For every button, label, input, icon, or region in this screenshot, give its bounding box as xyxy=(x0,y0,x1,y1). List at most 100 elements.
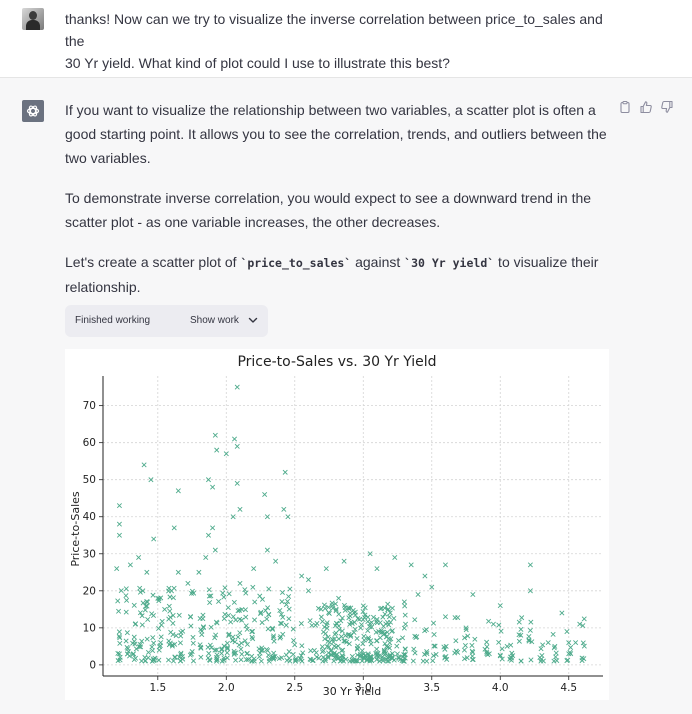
cluster-point xyxy=(346,641,352,647)
cluster-point xyxy=(486,618,492,624)
cluster-point xyxy=(453,638,459,644)
data-point xyxy=(408,562,414,568)
cluster-point xyxy=(519,615,525,621)
cluster-point xyxy=(358,622,365,628)
cluster-point xyxy=(432,643,438,649)
cluster-point xyxy=(380,658,386,664)
cluster-point xyxy=(292,642,298,648)
cluster-point xyxy=(402,603,408,609)
cluster-point xyxy=(464,655,470,661)
cluster-point xyxy=(220,590,226,596)
cluster-point xyxy=(266,656,272,662)
user-message-line-1: thanks! Now can we try to visualize the … xyxy=(65,11,603,49)
x-tick-labels: 1.5 2.0 2.5 3.0 3.5 4.0 4.5 xyxy=(149,682,577,694)
cluster-point xyxy=(226,632,232,638)
cluster-point xyxy=(388,619,394,625)
cluster-point xyxy=(228,619,234,625)
cluster-point xyxy=(469,648,475,654)
data-point xyxy=(305,588,311,594)
cluster-point xyxy=(115,598,121,604)
cluster-point xyxy=(422,651,428,657)
cluster-point xyxy=(342,638,348,644)
clipboard-icon[interactable] xyxy=(618,100,632,114)
user-message-line-2: 30 Yr yield. What kind of plot could I u… xyxy=(65,55,450,71)
chart-points xyxy=(114,384,587,664)
cluster-point xyxy=(117,654,123,660)
cluster-point xyxy=(290,626,296,632)
cluster-point xyxy=(552,643,558,649)
paragraph-3-text-c: to visualize their relationship. xyxy=(65,254,599,295)
cluster-point xyxy=(360,641,366,647)
thumbs-up-icon[interactable] xyxy=(639,100,653,114)
cluster-point xyxy=(286,616,292,622)
cluster-point xyxy=(401,658,407,664)
chevron-down-icon[interactable] xyxy=(247,314,259,329)
cluster-point xyxy=(482,646,488,652)
cluster-point xyxy=(156,657,162,663)
cluster-point xyxy=(424,649,430,655)
cluster-point xyxy=(444,656,450,662)
data-point xyxy=(148,477,154,483)
cluster-point xyxy=(178,629,184,635)
cluster-point xyxy=(402,612,408,618)
cluster-point xyxy=(539,653,545,659)
cluster-point xyxy=(262,608,269,614)
cluster-point xyxy=(233,657,239,663)
cluster-point xyxy=(283,622,289,628)
data-point xyxy=(223,451,229,457)
cluster-point xyxy=(156,596,162,602)
cluster-point xyxy=(269,654,275,660)
x-axis-label: 30 Yr Yield xyxy=(323,685,381,698)
cluster-point xyxy=(410,658,416,664)
cluster-point xyxy=(252,617,258,623)
show-work-button[interactable]: Show work xyxy=(190,315,239,326)
assistant-paragraph-3: Let's create a scatter plot of `price_to… xyxy=(65,250,610,299)
cluster-point xyxy=(239,617,245,623)
data-point xyxy=(392,554,398,560)
cluster-point xyxy=(581,616,587,622)
thumbs-down-icon[interactable] xyxy=(660,100,674,114)
cluster-point xyxy=(485,652,491,658)
cluster-point xyxy=(222,611,228,617)
data-point xyxy=(367,551,373,557)
cluster-point xyxy=(269,625,276,631)
data-point xyxy=(237,506,243,512)
cluster-point xyxy=(124,644,130,650)
cluster-point xyxy=(325,653,331,659)
cluster-point xyxy=(145,617,151,623)
cluster-point xyxy=(342,607,348,613)
data-point xyxy=(205,532,211,538)
cluster-point xyxy=(123,609,129,615)
cluster-point xyxy=(243,614,249,620)
cluster-point xyxy=(206,593,212,599)
cluster-point xyxy=(412,633,418,639)
cluster-point xyxy=(341,638,347,644)
cluster-point xyxy=(224,650,230,656)
cluster-point xyxy=(231,650,237,656)
cluster-point xyxy=(412,617,418,623)
cluster-point xyxy=(326,644,332,650)
cluster-point xyxy=(463,627,469,633)
cluster-point xyxy=(189,588,195,594)
cluster-point xyxy=(394,643,400,649)
cluster-point xyxy=(123,593,129,599)
cluster-point xyxy=(509,650,515,656)
x-tick-label: 2.5 xyxy=(286,682,303,694)
cluster-point xyxy=(359,648,365,654)
cluster-point xyxy=(188,614,194,620)
cluster-point xyxy=(354,657,360,663)
cluster-point xyxy=(374,653,381,659)
cluster-point xyxy=(280,631,286,637)
cluster-point xyxy=(283,602,289,608)
cluster-point xyxy=(516,638,522,644)
cluster-point xyxy=(328,648,334,654)
data-point xyxy=(234,443,240,449)
cluster-point xyxy=(188,623,194,629)
data-point xyxy=(196,569,202,575)
cluster-point xyxy=(385,607,391,613)
cluster-point xyxy=(462,656,468,662)
cluster-point xyxy=(431,631,437,638)
cluster-point xyxy=(250,636,256,642)
data-point xyxy=(497,603,503,609)
cluster-point xyxy=(374,646,380,652)
